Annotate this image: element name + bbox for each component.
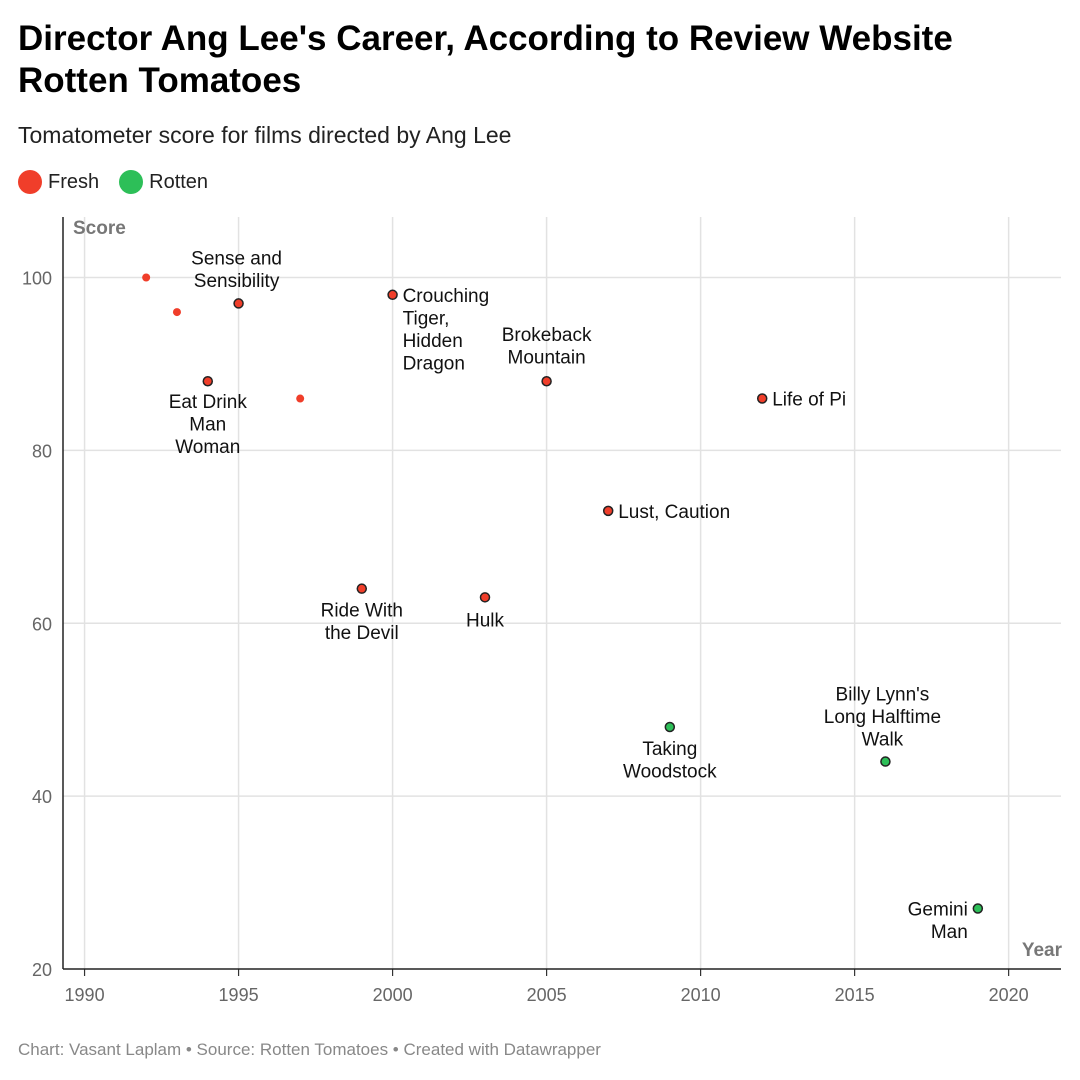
point-label-line: Hidden: [403, 331, 463, 352]
point-label-line: Mountain: [508, 348, 586, 369]
point-label-line: Walk: [862, 730, 904, 751]
point-label-line: Woman: [175, 437, 240, 458]
point-label-line: Man: [189, 415, 226, 436]
point-label-line: Man: [931, 922, 968, 943]
legend-label-fresh: Fresh: [48, 170, 100, 193]
point-label-2016: Billy Lynn's Long Halftime Walk: [824, 685, 941, 751]
chart-footer: Chart: Vasant Laplam • Source: Rotten To…: [18, 1040, 601, 1059]
x-tick-label-2015: 2015: [835, 985, 875, 1005]
x-tick-label-1990: 1990: [65, 985, 105, 1005]
point-fresh-1997: [296, 394, 305, 403]
point-fresh-2005: [541, 375, 552, 387]
point-label-1999: Ride With the Devil: [321, 601, 403, 645]
point-fresh-1992: [142, 273, 151, 282]
point-label-line: Gemini: [908, 899, 968, 920]
x-tick-label-1995: 1995: [219, 985, 259, 1005]
chart-title: Director Ang Lee's Career, According to …: [18, 19, 953, 100]
y-tick-label-60: 60: [32, 614, 52, 634]
point-label-line: Life of Pi: [772, 390, 846, 411]
point-label-line: Crouching: [403, 286, 490, 307]
x-tick-label-2010: 2010: [681, 985, 721, 1005]
chart-subtitle: Tomatometer score for films directed by …: [18, 122, 512, 148]
point-label-1995: Sense and Sensibility: [191, 248, 282, 292]
point-label-line: Sensibility: [194, 271, 280, 292]
point-label-line: Lust, Caution: [618, 502, 730, 523]
x-axis-title: Year: [1022, 940, 1063, 961]
x-tick-label-2020: 2020: [989, 985, 1029, 1005]
legend-swatch-fresh: [18, 170, 42, 194]
point-fresh-1995: [233, 298, 244, 309]
legend-swatch-rotten: [119, 170, 144, 194]
point-label-1994: Eat Drink Man Woman: [169, 392, 248, 458]
point-label-line: Taking: [642, 739, 697, 760]
legend-item-rotten: Rotten: [119, 170, 208, 194]
point-label-line: Sense and: [191, 248, 282, 269]
point-label-2019: Gemini Man: [908, 899, 968, 943]
point-label-2005: Brokeback Mountain: [502, 325, 592, 369]
point-fresh-2007: [602, 505, 614, 517]
point-label-line: Long Halftime: [824, 707, 941, 728]
point-fresh-2003: [479, 592, 491, 603]
point-label-2012: Life of Pi: [772, 390, 846, 411]
y-tick-label-40: 40: [32, 787, 52, 807]
point-rotten-2016: [880, 756, 891, 767]
point-fresh-1994: [202, 375, 214, 387]
point-label-2003: Hulk: [466, 610, 505, 631]
point-fresh-1999: [356, 583, 368, 594]
y-tick-label-80: 80: [32, 441, 52, 461]
point-rotten-2009: [664, 721, 676, 733]
legend: Fresh Rotten: [18, 170, 228, 194]
point-label-2000: Crouching Tiger, Hidden Dragon: [403, 286, 490, 375]
x-tick-label-2005: 2005: [527, 985, 567, 1005]
point-label-2009: Taking Woodstock: [623, 739, 717, 783]
point-label-line: Tiger,: [403, 308, 450, 329]
point-label-line: Billy Lynn's: [836, 685, 930, 706]
point-fresh-1993: [172, 308, 181, 317]
point-label-line: Woodstock: [623, 761, 717, 782]
point-label-line: Eat Drink: [169, 392, 248, 413]
x-tick-label-2000: 2000: [373, 985, 413, 1005]
point-fresh-2000: [387, 289, 398, 301]
point-label-line: Dragon: [403, 353, 465, 374]
y-tick-label-20: 20: [32, 960, 52, 980]
point-label-2007: Lust, Caution: [618, 502, 730, 523]
point-label-line: Hulk: [466, 610, 505, 631]
point-rotten-2019: [972, 903, 984, 914]
legend-label-rotten: Rotten: [149, 170, 209, 193]
y-tick-label-100: 100: [22, 269, 52, 289]
point-label-line: Brokeback: [502, 325, 592, 346]
y-axis-title: Score: [73, 218, 126, 239]
point-fresh-2012: [756, 393, 768, 404]
legend-item-fresh: Fresh: [18, 170, 99, 194]
point-label-line: Ride With: [321, 601, 403, 622]
point-label-line: the Devil: [325, 623, 399, 644]
